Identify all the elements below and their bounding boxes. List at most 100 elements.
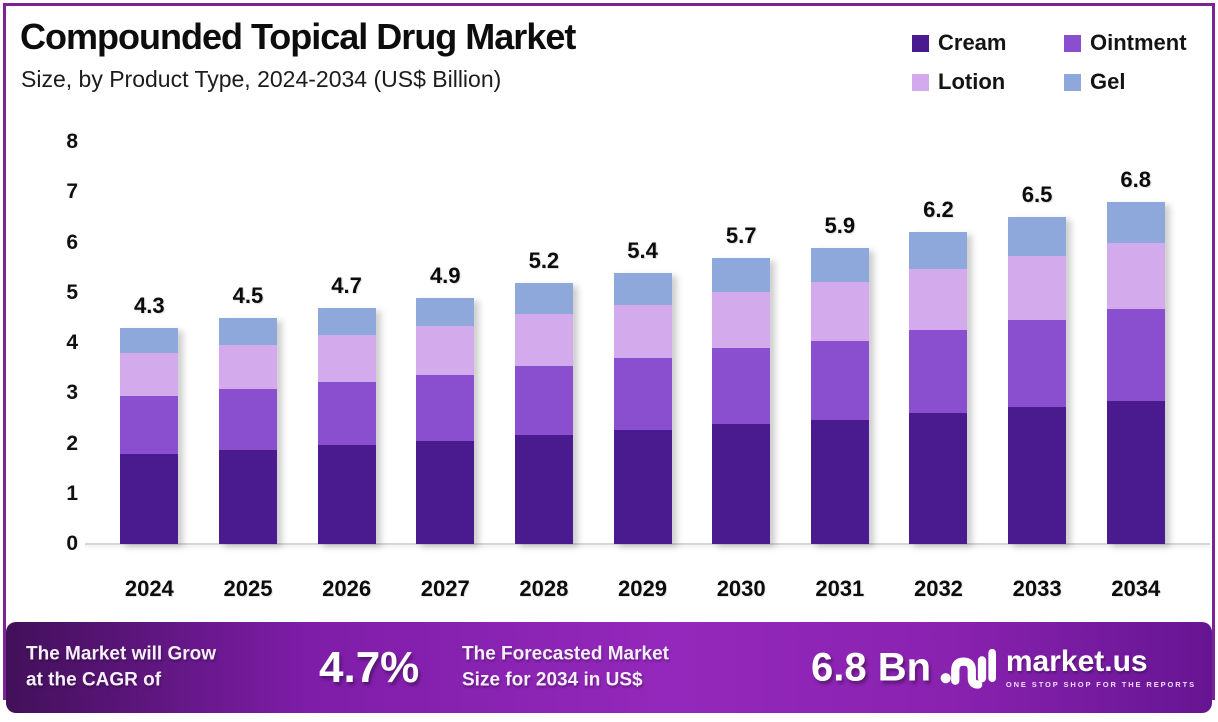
forecast-label-line2: Size for 2034 in US$ [462, 669, 643, 691]
bar-segment-cream [514, 434, 573, 544]
x-axis-label-2029: 2029 [618, 576, 667, 601]
bar-segment-ointment [712, 348, 771, 425]
legend-label: Lotion [938, 69, 1006, 94]
bar-total-label: 4.5 [232, 282, 264, 308]
legend-swatch-gel [1064, 73, 1081, 91]
legend-swatch-lotion [912, 73, 929, 91]
legend-item-cream: Cream [912, 30, 1064, 56]
logo-tagline: ONE STOP SHOP FOR THE REPORTS [1005, 680, 1196, 690]
y-tick-label-3: 3 [66, 381, 78, 405]
legend-label: Gel [1090, 69, 1126, 94]
y-tick-label-4: 4 [66, 331, 78, 354]
bar-segment-ointment [810, 340, 869, 420]
bar-total-label: 5.2 [528, 247, 560, 273]
bar-total-label: 6.8 [1120, 167, 1152, 193]
bar-segment-gel [317, 307, 376, 336]
x-axis-label-2024: 2024 [124, 576, 174, 601]
bar-segment-cream [218, 449, 277, 544]
bar-segment-lotion [712, 291, 771, 349]
bar-segment-ointment [416, 374, 475, 441]
y-axis: 0 1 2 3 4 5 6 7 8 [40, 130, 78, 555]
bar-segment-ointment [1008, 319, 1067, 408]
y-tick-label-7: 7 [66, 180, 78, 204]
legend-label: Ointment [1090, 30, 1187, 55]
bar-segment-gel [1106, 202, 1165, 243]
bar-segment-lotion [909, 268, 968, 330]
bar-segment-cream [810, 419, 869, 544]
chart-subtitle: Size, by Product Type, 2024-2034 (US$ Bi… [21, 66, 502, 92]
legend-label: Cream [938, 30, 1007, 55]
y-tick-label-6: 6 [66, 230, 78, 254]
bar-segment-cream [120, 453, 179, 544]
x-axis-label-2032: 2032 [913, 576, 963, 601]
bar-segment-lotion [416, 326, 475, 375]
y-tick-label-0: 0 [66, 532, 78, 555]
bar-segment-lotion [613, 304, 672, 359]
bar-stack-2031 [810, 247, 869, 544]
bar-segment-ointment [317, 381, 376, 446]
bar-segment-ointment [1106, 309, 1165, 401]
bar-segment-gel [613, 272, 672, 305]
y-tick-label-2: 2 [66, 431, 78, 455]
forecast-label-line1: The Forecasted Market [462, 642, 669, 664]
legend: Cream Ointment Lotion Gel [912, 30, 1202, 95]
legend-item-ointment: Ointment [1064, 30, 1202, 56]
bar-segment-gel [1008, 217, 1067, 256]
bar-segment-cream [416, 441, 475, 544]
bottom-banner: The Market will Grow at the CAGR of 4.7%… [6, 622, 1212, 713]
bar-stack-2026 [317, 307, 376, 544]
bar-segment-ointment [909, 329, 968, 414]
bar-stack-2027 [416, 297, 475, 544]
bar-column-2031: 5.9 [790, 142, 889, 544]
bar-column-2025: 4.5 [199, 142, 298, 544]
bar-column-2028: 5.2 [495, 142, 594, 544]
legend-swatch-ointment [1064, 34, 1081, 52]
bar-column-2024: 4.3 [100, 142, 199, 544]
x-axis-line [85, 543, 1210, 545]
x-axis: 2024 2025 2026 2027 2028 2029 2030 2031 2032 2033… [100, 570, 1185, 602]
x-axis-label-2025: 2025 [223, 576, 273, 601]
bar-segment-lotion [1106, 242, 1165, 310]
y-tick-label-5: 5 [66, 280, 78, 304]
legend-item-lotion: Lotion [912, 69, 1064, 95]
x-axis-label-2033: 2033 [1012, 576, 1062, 601]
x-axis-label-2031: 2031 [815, 576, 865, 601]
bar-segment-ointment [613, 358, 672, 431]
bar-segment-lotion [514, 314, 573, 366]
legend-item-gel: Gel [1064, 69, 1202, 95]
bar-segment-lotion [218, 345, 277, 390]
y-tick-label-8: 8 [66, 130, 78, 153]
bar-segment-cream [712, 424, 771, 544]
bar-column-2030: 5.7 [692, 142, 791, 544]
bar-segment-cream [317, 445, 376, 544]
x-axis-label-2028: 2028 [519, 576, 569, 601]
bar-column-2033: 6.5 [988, 142, 1087, 544]
bar-segment-gel [514, 282, 573, 315]
x-axis-label-2034: 2034 [1111, 576, 1161, 601]
x-axis-label-2026: 2026 [322, 576, 372, 601]
bar-total-label: 6.2 [923, 197, 954, 223]
bar-segment-cream [613, 430, 672, 544]
bar-segment-lotion [120, 353, 179, 396]
bar-segment-gel [909, 232, 968, 269]
cagr-label-line2: at the CAGR of [26, 669, 162, 691]
bar-segment-ointment [120, 395, 179, 454]
cagr-value: 4.7% [319, 642, 420, 692]
marketus-logo: market.us ONE STOP SHOP FOR THE REPORTS [940, 645, 1196, 691]
forecast-label: The Forecasted Market Size for 2034 in U… [462, 641, 669, 694]
bar-segment-gel [712, 257, 771, 292]
bar-column-2027: 4.9 [396, 142, 495, 544]
bar-total-label: 5.7 [725, 222, 757, 248]
x-axis-label-2027: 2027 [420, 576, 470, 601]
bar-segment-gel [416, 297, 475, 327]
bar-stack-2029 [613, 272, 672, 544]
bar-segment-lotion [810, 282, 869, 341]
chart-title: Compounded Topical Drug Market [20, 16, 576, 57]
bar-segment-gel [120, 327, 179, 354]
bar-stack-2024 [120, 327, 179, 544]
bar-stack-2033 [1008, 217, 1067, 544]
bar-column-2034: 6.8 [1086, 142, 1185, 544]
marketus-logo-icon [940, 648, 996, 689]
bar-segment-lotion [317, 335, 376, 382]
bar-segment-ointment [218, 389, 277, 450]
